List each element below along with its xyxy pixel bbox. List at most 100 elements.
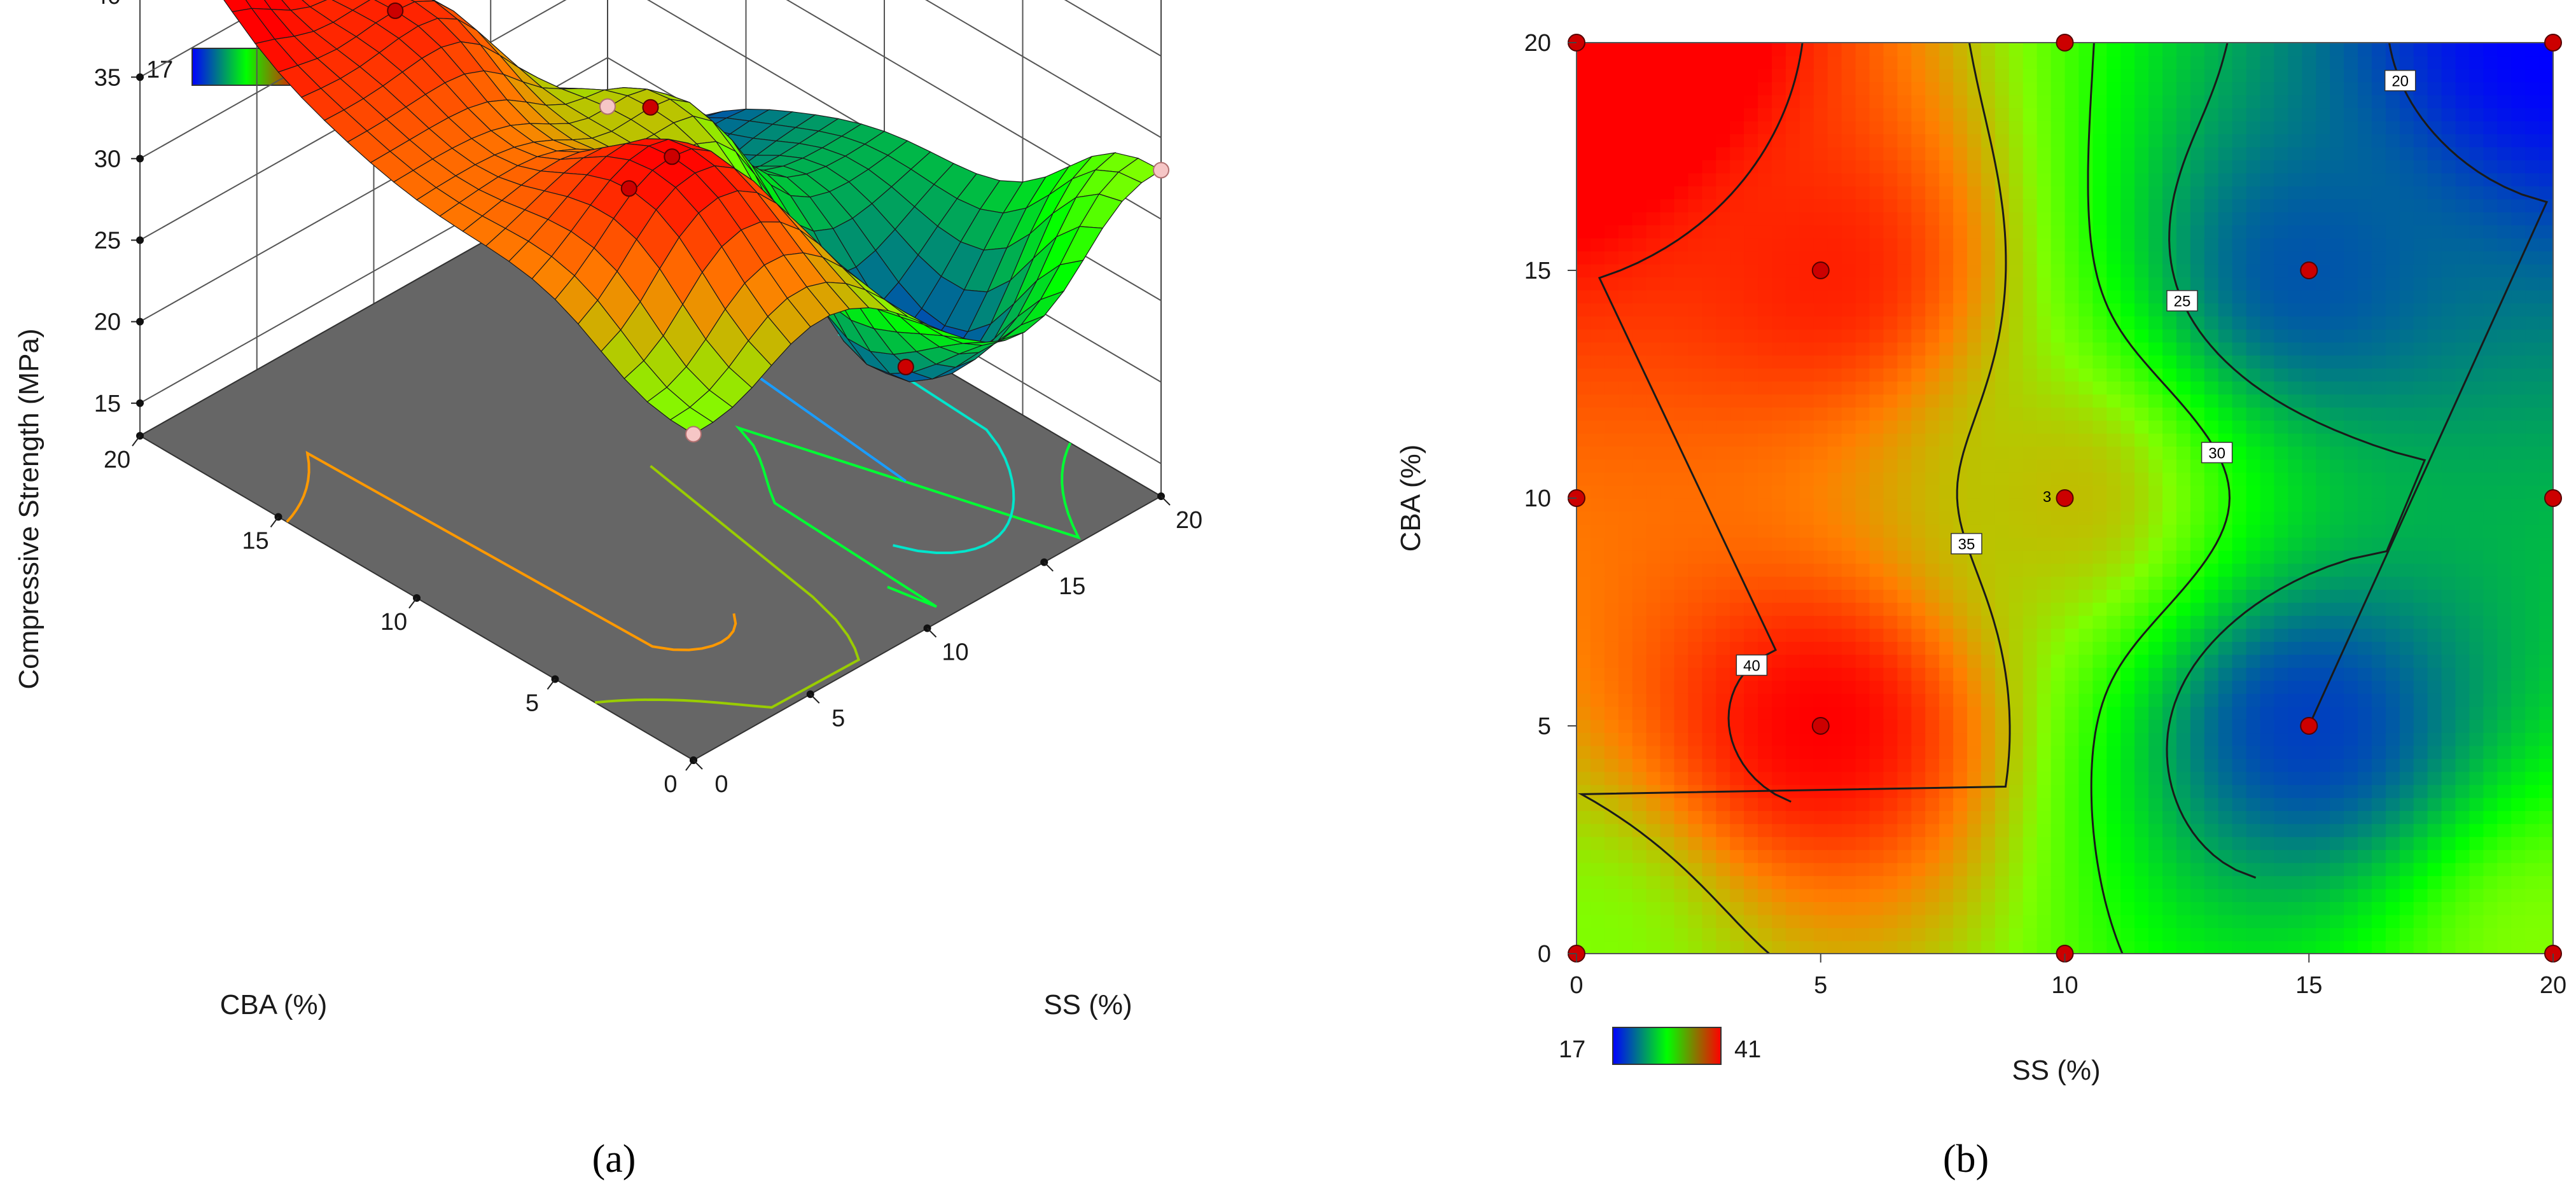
heatmap-cell [2246,147,2261,160]
heatmap-cell [2358,186,2372,199]
heatmap-cell [1577,746,1591,759]
heatmap-cell [2232,108,2247,121]
heatmap-cell [1967,720,1982,733]
heatmap-cell [1897,693,1912,707]
heatmap-cell [1800,823,1814,837]
heatmap-cell [1856,199,1870,212]
heatmap-cell [2023,342,2038,356]
heatmap-cell [2330,459,2344,473]
heatmap-cell [1995,732,2010,746]
heatmap-cell [2344,798,2358,811]
heatmap-cell [2344,784,2358,798]
heatmap-cell [2386,290,2400,303]
heatmap-cell [1702,720,1716,733]
heatmap-cell [1674,837,1689,850]
heatmap-cell [2330,290,2344,303]
heatmap-cell [2106,772,2121,785]
heatmap-cell [2232,706,2247,720]
heatmap-cell [2400,746,2414,759]
heatmap-cell [1939,316,1954,330]
heatmap-cell [2204,772,2219,785]
heatmap-cell [2092,433,2107,447]
heatmap-cell [1786,629,1800,642]
heatmap-cell [2246,655,2261,668]
heatmap-cell [2078,550,2093,564]
heatmap-cell [1660,81,1675,95]
heatmap-cell [2009,303,2024,316]
heatmap-cell [1981,459,1996,473]
heatmap-cell [2260,238,2275,251]
heatmap-cell [2428,537,2442,550]
heatmap-cell [1702,81,1716,95]
heatmap-cell [1814,407,1828,421]
heatmap-cell [1800,81,1814,95]
heatmap-cell [1577,655,1591,668]
heatmap-cell [1730,863,1744,876]
heatmap-cell [1647,472,1661,485]
heatmap-cell [2218,108,2233,121]
heatmap-cell [2190,524,2205,538]
heatmap-cell [2358,290,2372,303]
heatmap-cell [1744,277,1758,290]
heatmap-cell [2274,368,2288,381]
heatmap-cell [2092,186,2107,199]
heatmap-cell [1939,121,1954,134]
heatmap-cell [2162,563,2177,576]
heatmap-cell [2148,823,2163,837]
heatmap-cell [1758,303,1772,316]
heatmap-cell [2316,746,2330,759]
heatmap-cell [1619,667,1633,681]
heatmap-cell [1744,121,1758,134]
heatmap-cell [1660,550,1675,564]
heatmap-cell [2260,160,2275,173]
heatmap-cell [1897,550,1912,564]
heatmap-cell [2288,303,2302,316]
heatmap-cell [2302,290,2316,303]
heatmap-cell [1591,316,1605,330]
heatmap-cell [1939,563,1954,576]
heatmap-cell [1800,758,1814,772]
heatmap-cell [2400,798,2414,811]
heatmap-cell [1953,615,1968,629]
heatmap-cell [2037,863,2052,876]
heatmap-cell [2274,901,2288,915]
heatmap-cell [1674,134,1689,147]
heatmap-cell [2344,69,2358,82]
heatmap-cell [1772,680,1786,693]
heatmap-cell [2386,251,2400,264]
heatmap-cell [2288,459,2302,473]
heatmap-cell [2204,251,2219,264]
heatmap-cell [2246,772,2261,785]
heatmap-cell [2190,746,2205,759]
heatmap-cell [2344,889,2358,902]
heatmap-cell [1953,837,1968,850]
heatmap-cell [1647,95,1661,108]
heatmap-cell [1577,602,1591,616]
heatmap-cell [2092,212,2107,225]
heatmap-cell [2414,381,2428,394]
heatmap-cell [1786,680,1800,693]
heatmap-cell [1605,95,1619,108]
heatmap-cell [2176,901,2191,915]
heatmap-cell [2218,368,2233,381]
heatmap-cell [2065,69,2080,82]
heatmap-cell [1716,355,1730,368]
heatmap-cell [1814,550,1828,564]
heatmap-cell [2274,537,2288,550]
heatmap-cell [2134,108,2149,121]
heatmap-cell [1605,693,1619,707]
heatmap-cell [1577,108,1591,121]
heatmap-cell [1619,108,1633,121]
heatmap-cell [1967,655,1982,668]
heatmap-cell [2204,758,2219,772]
heatmap-cell [1688,706,1702,720]
heatmap-cell [2260,69,2275,82]
heatmap-cell [2316,784,2330,798]
heatmap-cell [1925,784,1940,798]
heatmap-cell [2330,264,2344,277]
heatmap-cell [2037,147,2052,160]
heatmap-cell [2078,420,2093,433]
heatmap-cell [1660,290,1675,303]
heatmap-cell [1911,498,1926,511]
heatmap-cell [1702,43,1716,56]
